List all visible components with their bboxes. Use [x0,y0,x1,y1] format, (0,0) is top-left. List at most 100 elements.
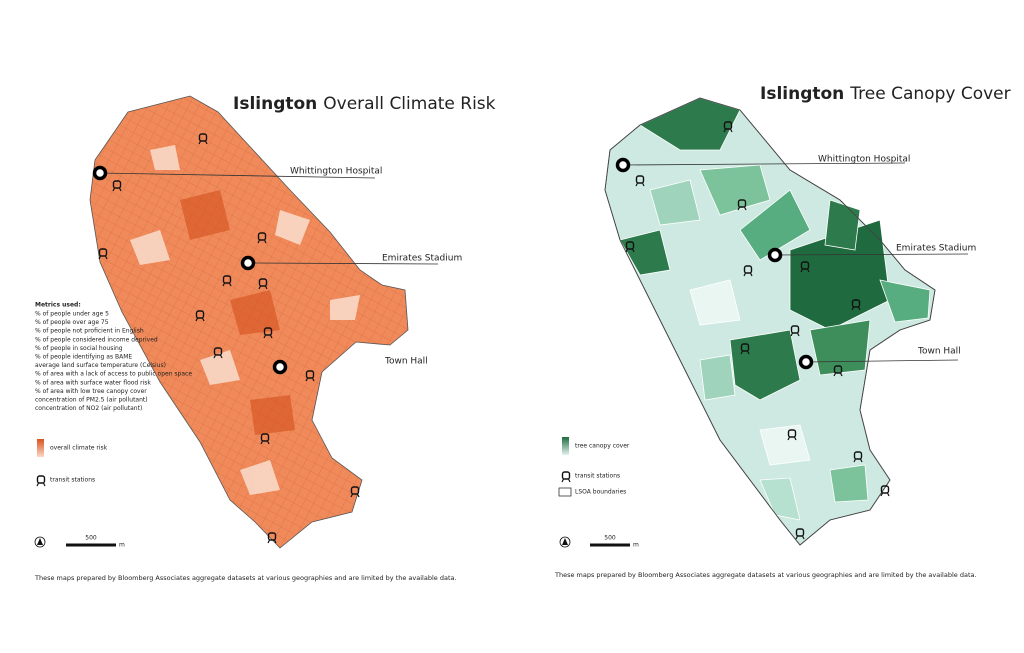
title-text: Overall Climate Risk [323,94,495,114]
transit-icon [561,478,565,483]
transit-icon [801,535,805,540]
transit-icon [350,493,354,498]
transit-icon [118,187,122,192]
transit-icon [737,206,741,211]
transit-icon [796,332,800,337]
transit-icon [267,539,271,544]
transit-icon [851,306,855,311]
title-bold: Islington [760,84,844,104]
transit-icon [851,299,861,308]
transit-icon [880,492,884,497]
transit-icon [98,248,108,257]
metric-item: % of area with a lack of access to publi… [35,371,192,378]
landmark [240,255,256,271]
transit-icon [833,365,843,374]
transit-icon [567,478,571,483]
metric-item: % of area with surface water flood risk [35,379,151,386]
map-title: Islington Tree Canopy Cover [760,84,1011,104]
transit-icon [258,278,268,287]
transit-icon [857,306,861,311]
landmark [615,157,631,173]
metric-item: concentration of PM2.5 (air pollutant) [35,397,148,404]
transit-icon [258,285,262,290]
transit-icon [793,436,797,441]
transit-icon [839,372,843,377]
legend-label: LSOA boundaries [575,489,626,496]
transit-icon [790,325,800,334]
transit-icon [743,206,747,211]
transit-icon [36,482,40,487]
transit-icon [195,310,205,319]
transit-icon [740,343,750,352]
landmark-label: Emirates Stadium [382,254,462,264]
landmark [798,354,814,370]
landmark-label: Emirates Stadium [896,244,976,254]
metric-item: concentration of NO2 (air pollutant) [35,405,142,412]
transit-icon [635,182,639,187]
transit-icon [356,493,360,498]
transit-icon [787,436,791,441]
title-bold: Islington [233,94,317,114]
transit-icon [641,182,645,187]
transit-icon [787,429,797,438]
transit-icon [260,440,264,445]
transit-icon [350,486,360,495]
transit-icon [264,285,268,290]
transit-icon [266,440,270,445]
leader-line [99,172,376,179]
legend-label: tree canopy cover [575,443,630,450]
legend-swatch [558,487,572,497]
transit-icon [273,539,277,544]
transit-icon [222,275,232,284]
leader-line [805,359,959,363]
legend-label: transit stations [575,473,620,480]
transit-icon [198,133,208,142]
transit-icon [201,317,205,322]
legend-swatch [562,437,569,455]
transit-icon [729,128,733,133]
transit-icon [625,241,635,250]
transit-icon [104,255,108,260]
north-arrow [562,538,568,545]
transit-icon [746,350,750,355]
transit-icon [213,354,217,359]
transit-icon [795,535,799,540]
landmark-label: Whittington Hospital [818,155,910,165]
transit-icon [269,334,273,339]
transit-icon [263,239,267,244]
metric-item: % of people identifying as BAME [35,354,132,361]
scale-unit: m [633,542,639,549]
transit-icon [723,121,733,130]
transit-icon [859,458,863,463]
transit-icon [880,485,890,494]
transit-icon [222,282,226,287]
transit-icon [257,232,267,241]
risk-map [89,95,409,549]
scale-unit: m [119,542,125,549]
legend-swatch [37,439,44,457]
transit-icon [219,354,223,359]
transit-icon [635,175,645,184]
transit-icon [305,377,309,382]
transit-icon [228,282,232,287]
metric-item: % of area with low tree canopy cover [35,388,147,395]
map-title: Islington Overall Climate Risk [233,94,496,114]
canopy-map [604,97,936,546]
transit-icon [305,370,315,379]
leader-line [622,162,906,166]
transit-icon [561,471,571,480]
scale-bar [66,543,116,547]
footer-note: These maps prepared by Bloomberg Associa… [34,574,457,582]
landmark [767,247,783,263]
metric-item: % of people over age 75 [35,319,109,326]
scale-value: 500 [604,535,616,542]
landmark [272,359,288,375]
transit-icon [257,239,261,244]
transit-icon [198,140,202,145]
title-text: Tree Canopy Cover [849,84,1010,104]
transit-icon [800,261,810,270]
footer-note: These maps prepared by Bloomberg Associa… [554,571,977,579]
scale-bar [590,543,630,547]
transit-icon [112,180,122,189]
